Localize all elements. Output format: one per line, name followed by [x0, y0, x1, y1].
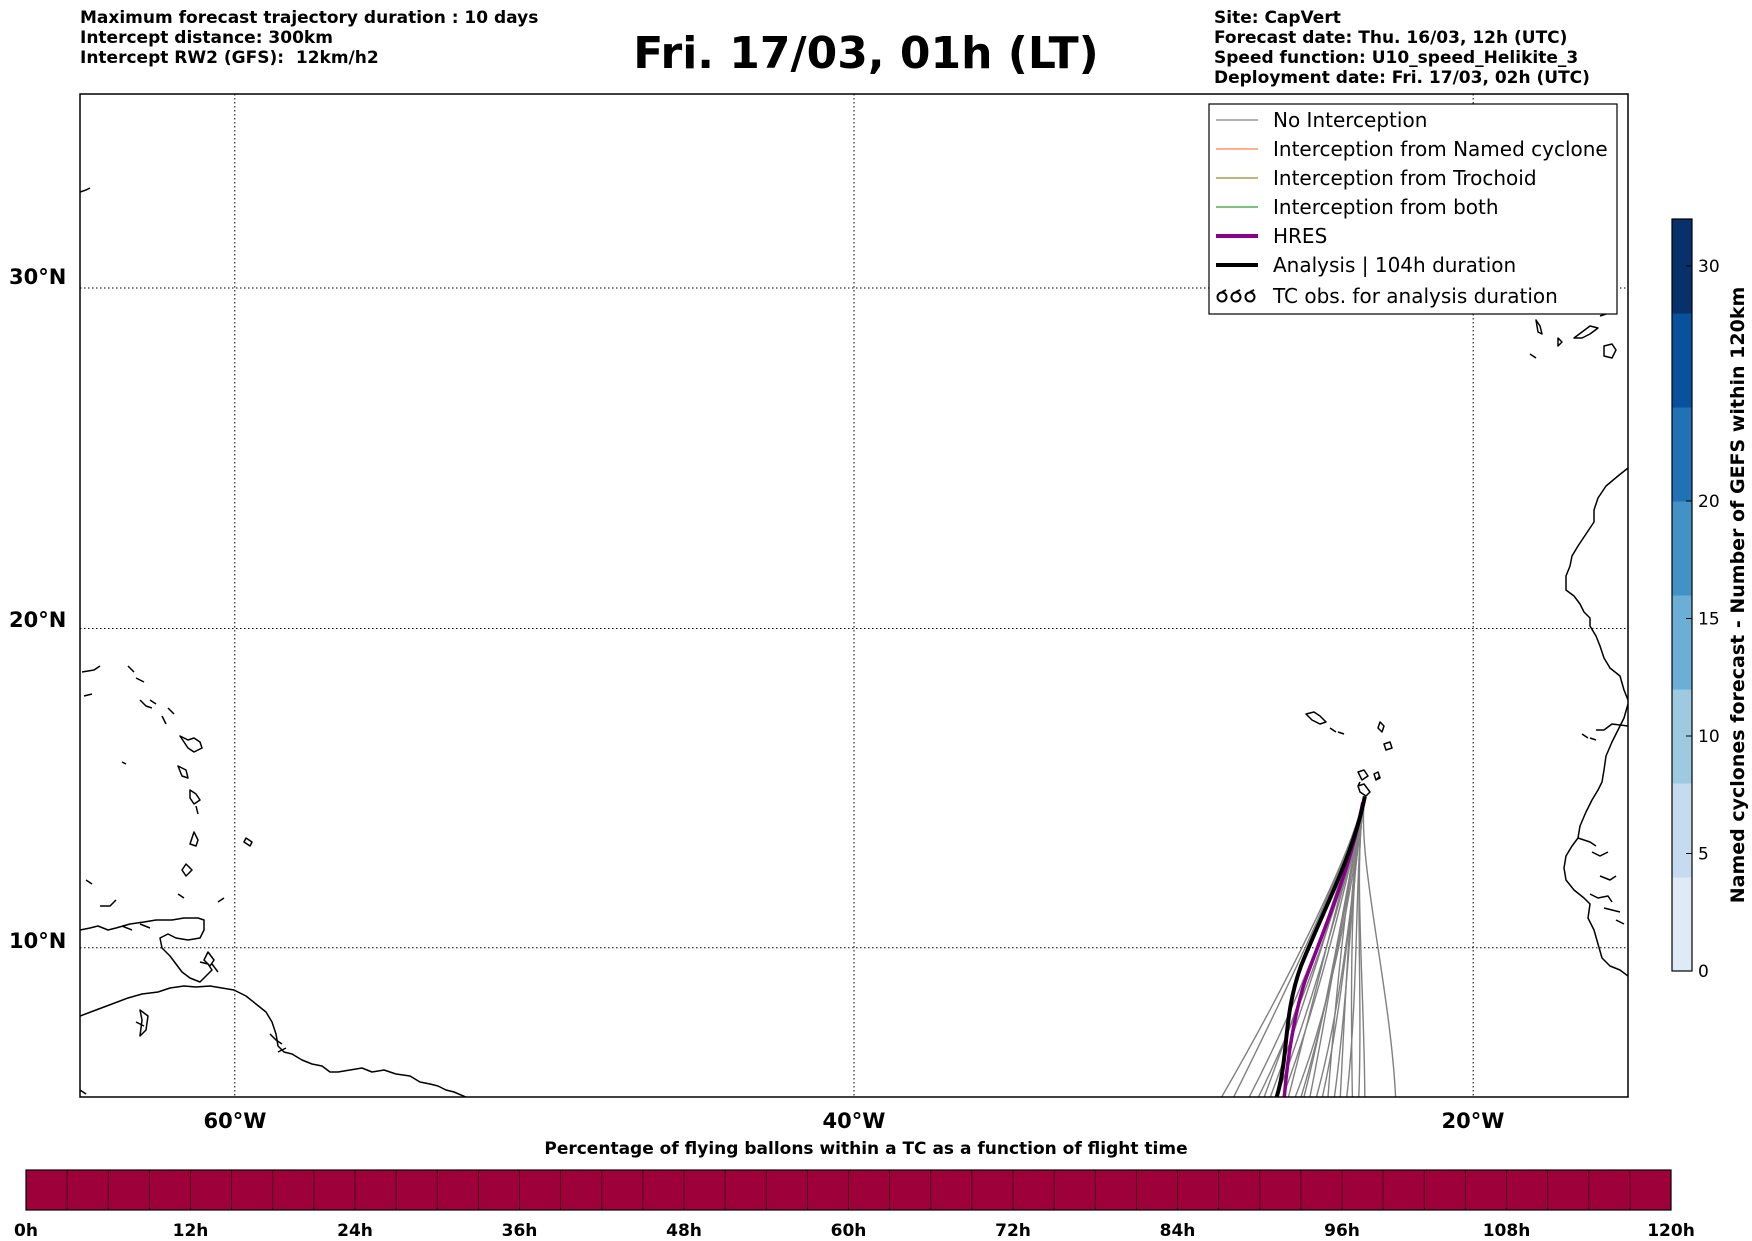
flight-time-tick-label: 24h: [337, 1221, 373, 1241]
trajectory-member: [1358, 796, 1366, 1097]
graticule: [80, 94, 1628, 1097]
legend-label-trochoid: Interception from Trochoid: [1273, 166, 1537, 190]
colorbar-segment: [1672, 407, 1692, 502]
flight-time-tick-label: 108h: [1483, 1221, 1531, 1241]
mauritania-coast-detail: [1581, 723, 1628, 741]
legend-item-no-interception: No Interception: [1216, 108, 1427, 132]
trajectory-lines: [1220, 795, 1397, 1097]
legend-item-hres: HRES: [1216, 224, 1327, 248]
header-max-duration: Maximum forecast trajectory duration : 1…: [80, 8, 539, 28]
colorbar-ticks: 0 5 10 15 20 30: [1686, 257, 1720, 982]
colorbar-segment: [1672, 219, 1692, 314]
flight-time-tick-label: 120h: [1647, 1221, 1695, 1241]
lat-label-30: 30°N: [9, 265, 66, 289]
cyclone-colorbar: 0 5 10 15 20 30 Named cyclones forecast - Num…: [1671, 218, 1749, 982]
caribbean-islands: [80, 665, 253, 1095]
colorbar-tick-label: 5: [1698, 845, 1709, 865]
flight-time-bar-frame: [25, 1169, 1672, 1211]
colorbar-tick-label: 15: [1698, 610, 1720, 630]
south-america-coastline: [80, 985, 468, 1097]
flight-time-tick-label: 96h: [1324, 1221, 1360, 1241]
legend-item-analysis: Analysis | 104h duration: [1216, 253, 1516, 277]
colorbar-segment: [1672, 877, 1692, 972]
canary-islands: [1529, 313, 1617, 359]
west-greenland-detail: [80, 187, 91, 193]
legend-label-hres: HRES: [1273, 224, 1327, 248]
header-deployment-date: Deployment date: Fri. 17/03, 02h (UTC): [1214, 68, 1590, 88]
flight-time-tick-label: 48h: [666, 1221, 702, 1241]
header-left: Maximum forecast trajectory duration : 1…: [80, 8, 538, 68]
legend-label-tc-obs: TC obs. for analysis duration: [1272, 284, 1558, 308]
flight-time-tick-label: 0h: [14, 1221, 38, 1241]
legend-label-analysis: Analysis | 104h duration: [1273, 253, 1516, 277]
header-speed-function: Speed function: U10_speed_Helikite_3: [1214, 48, 1579, 68]
coastlines: [80, 187, 1628, 1097]
lon-label-40w: 40°W: [823, 1109, 886, 1133]
colorbar-segment: [1672, 595, 1692, 690]
legend-item-tc-obs: TC obs. for analysis duration: [1216, 284, 1558, 308]
flight-time-tick-label: 60h: [831, 1221, 867, 1241]
flight-time-bar-title: Percentage of flying ballons within a TC…: [544, 1139, 1187, 1159]
header-right: Site: CapVert Forecast date: Thu. 16/03,…: [1214, 8, 1590, 88]
legend-label-no-interception: No Interception: [1273, 108, 1427, 132]
header-intercept-distance: Intercept distance: 300km: [80, 28, 333, 48]
page-title-wrap: Fri. 17/03, 01h (LT): [0, 26, 1752, 82]
legend-box: [1208, 103, 1618, 315]
flight-time-tick-label: 72h: [995, 1221, 1031, 1241]
flight-time-tick-label: 36h: [502, 1221, 538, 1241]
map-frame: [79, 93, 1629, 1098]
lon-label-60w: 60°W: [204, 1109, 267, 1133]
colorbar-segment: [1672, 689, 1692, 784]
legend: No Interception Interception from Named …: [1208, 103, 1618, 315]
flight-time-bar-ticks: 0h 12h 24h 36h 48h 60h 72h 84h 96h 108h 120h: [14, 1221, 1695, 1241]
tc-symbol-icon: [1216, 289, 1256, 303]
colorbar-tick-label: 30: [1698, 257, 1720, 277]
colorbar-tick-label: 0: [1698, 962, 1709, 982]
page-title: Fri. 17/03, 01h (LT): [633, 28, 1099, 79]
west-africa-coastline: [1563, 467, 1628, 977]
latitude-labels: 30°N 20°N 10°N: [9, 265, 66, 953]
colorbar-tick-label: 20: [1698, 492, 1720, 512]
legend-item-both: Interception from both: [1216, 195, 1499, 219]
analysis-trajectory: [1274, 795, 1367, 1097]
legend-label-both: Interception from both: [1273, 195, 1499, 219]
colorbar-segments: [1672, 219, 1692, 972]
colorbar-segment: [1672, 313, 1692, 408]
flight-time-tick-label: 12h: [173, 1221, 209, 1241]
colorbar-frame: [1671, 218, 1693, 972]
longitude-labels: 60°W 40°W 20°W: [204, 1109, 1505, 1133]
trajectory-member: [1362, 796, 1397, 1097]
legend-item-trochoid: Interception from Trochoid: [1216, 166, 1537, 190]
flight-time-bar-minor-ticks: [66, 1170, 1631, 1210]
header-site: Site: CapVert: [1214, 8, 1341, 28]
orinoco-delta: [269, 1033, 287, 1053]
guinea-bissau-coast: [1577, 837, 1625, 925]
legend-label-named-cyclone: Interception from Named cyclone: [1273, 137, 1608, 161]
header-forecast-date: Forecast date: Thu. 16/03, 12h (UTC): [1214, 28, 1568, 48]
colorbar-segment: [1672, 783, 1692, 878]
colorbar-tick-label: 10: [1698, 727, 1720, 747]
lat-label-10: 10°N: [9, 929, 66, 953]
legend-item-named-cyclone: Interception from Named cyclone: [1216, 137, 1608, 161]
colorbar-segment: [1672, 501, 1692, 596]
cape-verde-islands: [1305, 711, 1393, 797]
header-intercept-rw2: Intercept RW2 (GFS): 12km/h2: [80, 48, 379, 68]
flight-time-tick-label: 84h: [1160, 1221, 1196, 1241]
flight-time-bar: Percentage of flying ballons within a TC…: [14, 1139, 1695, 1241]
lat-label-20: 20°N: [9, 608, 66, 632]
colorbar-title: Named cyclones forecast - Number of GEFS…: [1727, 287, 1749, 904]
hres-trajectory: [1282, 802, 1365, 1097]
lon-label-20w: 20°W: [1442, 1109, 1505, 1133]
